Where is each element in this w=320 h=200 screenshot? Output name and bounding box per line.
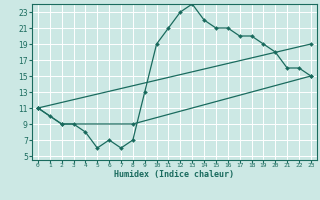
X-axis label: Humidex (Indice chaleur): Humidex (Indice chaleur) bbox=[115, 170, 234, 179]
